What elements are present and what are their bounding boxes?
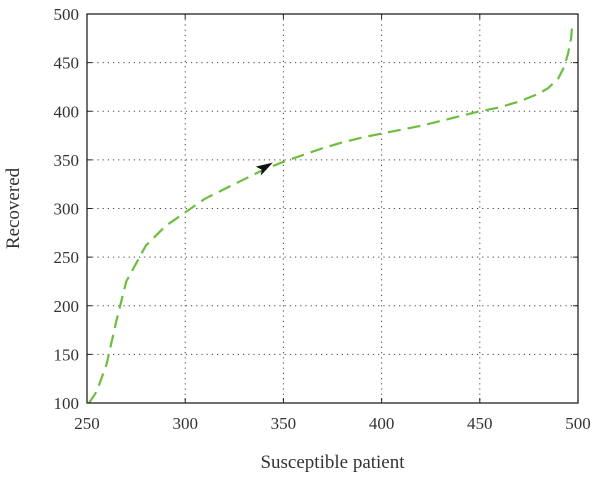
- y-tick-label: 450: [54, 54, 80, 73]
- x-tick-label: 300: [172, 414, 198, 433]
- axis-ticks: 250 300 350 400 450 500 100 150 200 250 300 350 400 4…: [54, 5, 591, 433]
- grid: [87, 14, 578, 403]
- y-tick-label: 400: [54, 102, 80, 121]
- x-axis-title: Susceptible patient: [260, 452, 405, 473]
- y-tick-label: 500: [54, 5, 80, 24]
- x-tick-label: 500: [565, 414, 591, 433]
- series-layer: [88, 25, 574, 404]
- x-tick-label: 350: [271, 414, 297, 433]
- y-tick-label: 100: [54, 394, 80, 413]
- y-tick-label: 150: [54, 345, 80, 364]
- y-tick-label: 200: [54, 297, 80, 316]
- x-tick-label: 400: [369, 414, 395, 433]
- y-axis-title: Recovered: [3, 167, 24, 249]
- annotations: [255, 162, 273, 176]
- direction-arrow: [255, 162, 273, 176]
- y-tick-label: 300: [54, 200, 80, 219]
- x-tick-label: 450: [467, 414, 493, 433]
- y-tick-label: 350: [54, 151, 80, 170]
- plot-frame: [86, 13, 579, 404]
- series-line: [88, 25, 574, 404]
- x-tick-label: 250: [74, 414, 100, 433]
- y-tick-label: 250: [54, 248, 80, 267]
